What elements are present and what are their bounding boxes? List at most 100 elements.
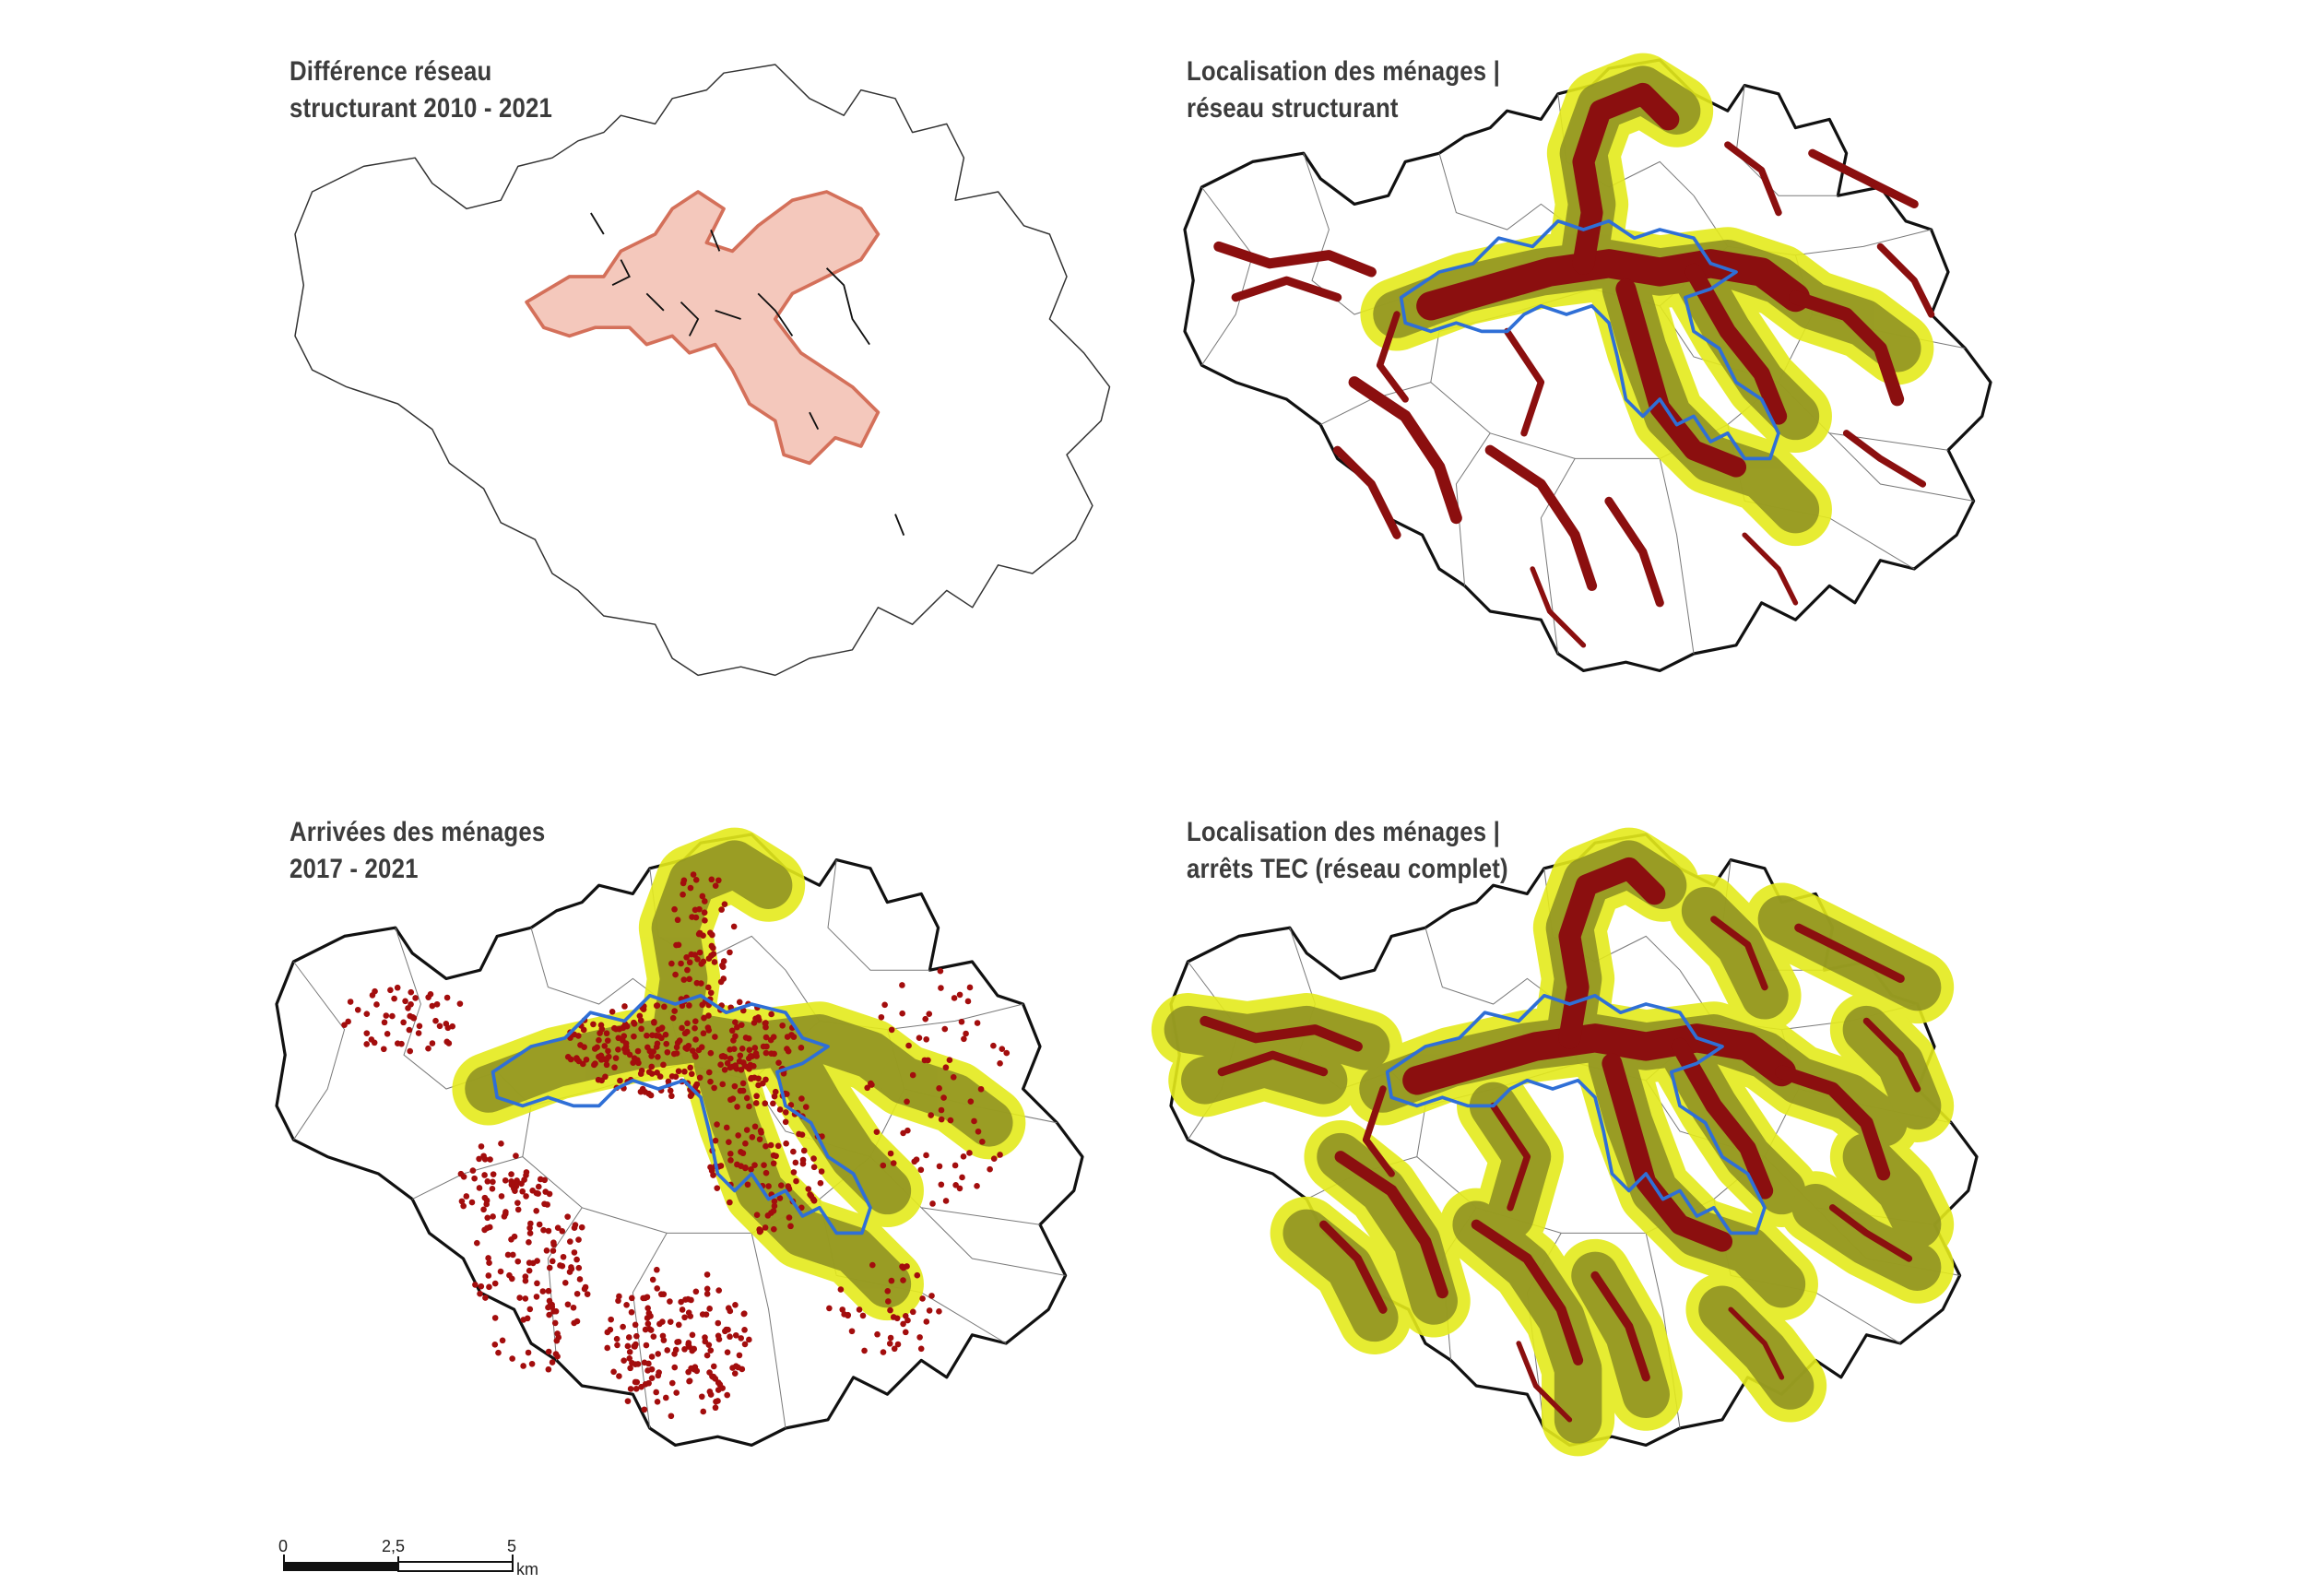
arrival-point <box>498 1193 505 1200</box>
arrival-point <box>607 1326 614 1333</box>
arrival-point <box>408 1000 414 1008</box>
arrival-point <box>936 1308 942 1315</box>
arrival-point <box>491 1341 499 1348</box>
arrival-point <box>917 1345 925 1353</box>
municipal-boundary <box>294 64 1111 677</box>
arrival-point <box>568 1265 575 1272</box>
arrival-point <box>654 1285 661 1292</box>
arrival-point <box>573 1318 581 1325</box>
map-households-structural-network <box>1183 60 1992 673</box>
arrival-point <box>714 1121 720 1128</box>
arrival-point <box>644 1320 652 1328</box>
arrival-point <box>381 1019 388 1026</box>
arrival-point <box>739 1080 747 1087</box>
arrival-point <box>514 1200 521 1206</box>
arrival-point <box>594 1044 600 1051</box>
arrival-point <box>900 1277 906 1283</box>
arrival-point <box>630 1059 636 1066</box>
arrival-point <box>554 1353 561 1360</box>
arrival-point <box>472 1282 479 1288</box>
arrival-point <box>746 1046 753 1053</box>
arrival-point <box>526 1230 534 1236</box>
arrival-point <box>632 1378 639 1386</box>
arrival-point <box>648 1354 656 1360</box>
arrival-point <box>708 952 715 959</box>
arrival-point <box>425 994 431 1000</box>
arrival-point <box>535 1183 542 1190</box>
arrival-point <box>686 975 692 983</box>
arrival-point <box>730 923 738 930</box>
arrival-point <box>706 1389 714 1395</box>
arrival-point <box>668 1413 675 1420</box>
panel-title-household-arrivals: Arrivées des ménages 2017 - 2021 <box>290 814 545 888</box>
arrival-point <box>890 1160 897 1166</box>
arrival-point <box>542 1188 550 1195</box>
arrival-point <box>717 1061 724 1068</box>
arrival-point <box>659 1332 667 1340</box>
arrival-point <box>511 1233 518 1240</box>
arrival-point <box>394 1040 401 1046</box>
arrival-point <box>611 1064 618 1071</box>
arrival-point <box>636 1012 644 1020</box>
household-arrival-points <box>341 871 1011 1420</box>
scale-unit-label: km <box>516 1560 538 1578</box>
scale-tick-label: 2,5 <box>382 1537 405 1555</box>
arrival-point <box>951 995 958 1001</box>
arrival-point <box>703 1285 711 1293</box>
arrival-point <box>526 1239 532 1246</box>
arrival-point <box>686 959 693 966</box>
arrival-point <box>644 1032 650 1039</box>
arrival-point <box>727 1150 734 1157</box>
arrival-point <box>728 1027 736 1034</box>
arrival-point <box>508 1181 515 1188</box>
arrival-point <box>626 1354 633 1362</box>
arrival-point <box>460 1202 467 1210</box>
arrival-point <box>429 1002 436 1010</box>
arrival-point <box>961 1035 967 1043</box>
arrival-point <box>707 989 715 997</box>
arrival-point <box>774 1142 782 1150</box>
arrival-point <box>928 1293 935 1299</box>
arrival-point <box>580 1026 587 1034</box>
arrival-point <box>720 958 727 964</box>
arrival-point <box>524 1315 531 1322</box>
arrival-point <box>770 1034 777 1041</box>
arrival-point <box>553 1337 561 1344</box>
arrival-point <box>603 1030 610 1037</box>
arrival-point <box>859 1312 867 1319</box>
panel-title-line: Localisation des ménages | <box>1187 56 1501 87</box>
arrival-point <box>702 898 708 904</box>
arrival-point <box>936 1085 942 1092</box>
arrival-point <box>632 1321 639 1329</box>
arrival-point <box>598 1025 606 1033</box>
arrival-point <box>705 1012 712 1019</box>
arrival-point <box>734 1104 740 1110</box>
arrival-point <box>637 1017 644 1024</box>
arrival-point <box>645 1379 652 1387</box>
arrival-point <box>771 1198 778 1205</box>
arrival-point <box>491 1280 499 1287</box>
arrival-point <box>551 1319 559 1327</box>
arrival-point <box>516 1295 523 1301</box>
arrival-point <box>748 1165 754 1173</box>
arrival-point <box>714 1185 721 1191</box>
arrival-point <box>886 1340 893 1347</box>
arrival-point <box>647 1327 655 1333</box>
arrival-point <box>640 1295 646 1302</box>
arrival-point <box>560 1253 567 1260</box>
arrival-point <box>740 1310 748 1318</box>
arrival-point <box>429 1040 436 1046</box>
arrival-point <box>887 1306 893 1314</box>
arrival-point <box>408 988 415 996</box>
arrival-point <box>746 1103 752 1110</box>
arrival-point <box>648 1375 656 1382</box>
arrival-point <box>627 1386 634 1392</box>
arrival-point <box>782 1109 789 1116</box>
arrival-point <box>604 1344 611 1352</box>
arrival-point <box>785 1183 792 1189</box>
arrival-point <box>608 1316 614 1323</box>
arrival-point <box>751 1045 759 1051</box>
arrival-point <box>645 1360 652 1367</box>
arrival-point <box>668 1093 675 1100</box>
arrival-point <box>684 1020 691 1027</box>
